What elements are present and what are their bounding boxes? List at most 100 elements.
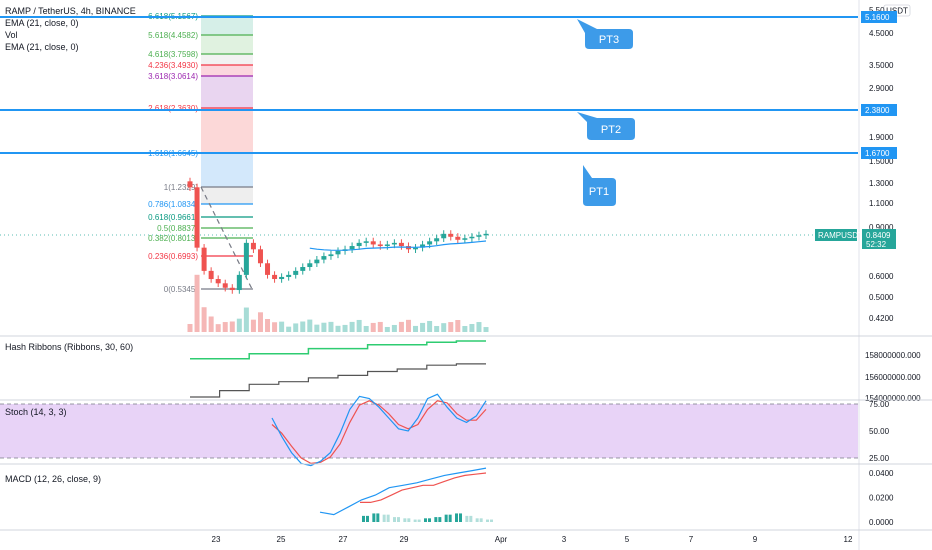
macd-histogram-bar — [366, 515, 369, 522]
hash-ribbons-fast-line — [190, 340, 486, 360]
volume-bar — [265, 319, 271, 332]
volume-bar — [300, 321, 306, 332]
price-pane[interactable]: 6.618(5.1567)5.618(4.4582)4.618(3.7598)4… — [0, 6, 858, 332]
macd-histogram-bar — [397, 517, 400, 522]
macd-histogram-bar — [486, 519, 489, 522]
time-axis[interactable]: 23 25 27 29 Apr 3 5 7 9 12 — [212, 535, 853, 544]
volume-bar — [307, 319, 313, 332]
time-axis-label-1: 25 — [277, 535, 286, 544]
volume-bar — [420, 322, 426, 332]
fib-trend-line[interactable] — [200, 186, 253, 290]
candle-body — [483, 233, 489, 236]
candle-body — [356, 242, 362, 247]
volume-bar — [349, 321, 355, 332]
time-axis-label-9: 12 — [844, 535, 853, 544]
time-axis-label-6: 5 — [625, 535, 630, 544]
price-axis-label-12: 0.4200 — [869, 314, 894, 323]
volume-bar — [413, 325, 419, 332]
macd-histogram-bar — [428, 518, 431, 522]
volume-bar — [434, 326, 440, 332]
price-axis-label-1: 4.5000 — [869, 29, 894, 38]
macd-histogram-bar — [382, 514, 386, 522]
price-tag-2 — [861, 147, 897, 159]
fib-extension-zones — [201, 16, 253, 204]
candle-body — [363, 241, 369, 243]
candle-body — [469, 236, 475, 239]
volume-legend[interactable]: Vol — [5, 30, 18, 40]
current-symbol-tag: RAMPUSDT — [818, 231, 863, 240]
candle-body — [286, 274, 292, 277]
fib-zone-4 — [201, 76, 253, 108]
macd-histogram-bar — [479, 518, 483, 522]
volume-bar — [398, 321, 404, 332]
fib-level-label-4: 3.618(3.0614) — [148, 72, 198, 81]
candle-body — [201, 247, 207, 271]
stoch-axis: 75.00 50.00 25.00 — [869, 400, 890, 463]
macd-histogram-bar — [469, 515, 473, 522]
hash-ribbons-slow-line — [190, 363, 486, 398]
price-axis-label-0: 5.50 — [869, 6, 885, 15]
pt3-callout[interactable]: PT3 — [577, 19, 633, 49]
fib-level-label-8: 0.786(1.0834) — [148, 200, 198, 209]
candle-body — [370, 241, 376, 245]
volume-bar — [257, 312, 263, 332]
candle-body — [257, 249, 263, 264]
volume-bar — [455, 320, 461, 332]
volume-bar — [405, 319, 411, 332]
candle-body — [321, 256, 327, 260]
stoch-axis-label-0: 75.00 — [869, 400, 890, 409]
volume-bar — [356, 319, 362, 332]
hash-axis-label-2: 154000000.000 — [865, 394, 921, 403]
time-axis-label-8: 9 — [753, 535, 758, 544]
fib-zone-3 — [201, 65, 253, 76]
candle-body — [187, 181, 193, 188]
candle-body — [300, 267, 306, 271]
stoch-band — [0, 404, 858, 458]
candle-countdown: 52:32 — [866, 240, 887, 249]
volume-bar — [462, 326, 468, 332]
macd-pane[interactable]: MACD (12, 26, close, 9) 0.0400 0.0200 0.00… — [5, 467, 894, 527]
pt1-callout[interactable]: PT1 — [583, 165, 616, 206]
candle-body — [272, 274, 278, 280]
current-price-value: 0.8409 — [866, 231, 891, 240]
price-axis-label-7: 1.3000 — [869, 179, 894, 188]
stoch-pane[interactable]: Stoch (14, 3, 3) 75.00 50.00 25.00 — [0, 393, 890, 467]
candle-body — [293, 270, 299, 275]
volume-bar — [448, 322, 454, 332]
volume-bar — [229, 321, 235, 332]
volume-bar — [377, 321, 383, 332]
price-axis-label-6: 1.5000 — [869, 157, 894, 166]
ema-legend-2[interactable]: EMA (21, close, 0) — [5, 42, 79, 52]
macd-title: MACD (12, 26, close, 9) — [5, 474, 101, 484]
candle-body — [448, 233, 454, 237]
candle-body — [194, 187, 200, 248]
stoch-title: Stoch (14, 3, 3) — [5, 407, 67, 417]
ema-legend-1[interactable]: EMA (21, close, 0) — [5, 18, 79, 28]
fib-zone-7 — [201, 187, 253, 204]
macd-axis-label-1: 0.0200 — [869, 494, 894, 503]
macd-histogram-bar — [444, 514, 448, 522]
price-tag-label-0: 5.1600 — [865, 13, 890, 22]
target-lines[interactable] — [0, 16, 858, 154]
time-axis-label-3: 29 — [400, 535, 409, 544]
fib-level-label-7: 1(1.2329) — [164, 183, 199, 192]
candle-body — [420, 244, 426, 248]
stoch-axis-label-1: 50.00 — [869, 427, 890, 436]
hash-ribbons-pane[interactable]: Hash Ribbons (Ribbons, 30, 60) 158000000… — [5, 340, 921, 403]
volume-bar — [441, 323, 447, 332]
macd-histogram-bar — [455, 513, 458, 522]
fib-zone-5 — [201, 108, 253, 153]
fib-level-label-12: 0.236(0.6993) — [148, 252, 198, 261]
candle-body — [427, 241, 433, 245]
volume-bar — [321, 322, 327, 332]
hash-ribbons-title: Hash Ribbons (Ribbons, 30, 60) — [5, 342, 133, 352]
macd-histogram-bar — [386, 514, 390, 522]
macd-histogram-bar — [403, 518, 407, 522]
volume-bar — [250, 319, 256, 332]
fib-level-label-13: 0(0.5345) — [164, 285, 199, 294]
macd-histogram-bar — [393, 517, 396, 522]
pt2-callout[interactable]: PT2 — [577, 112, 635, 140]
macd-histogram-bar — [362, 515, 365, 522]
price-axis[interactable]: USDT 5.504.50003.50002.90002.40001.90001… — [815, 0, 911, 550]
